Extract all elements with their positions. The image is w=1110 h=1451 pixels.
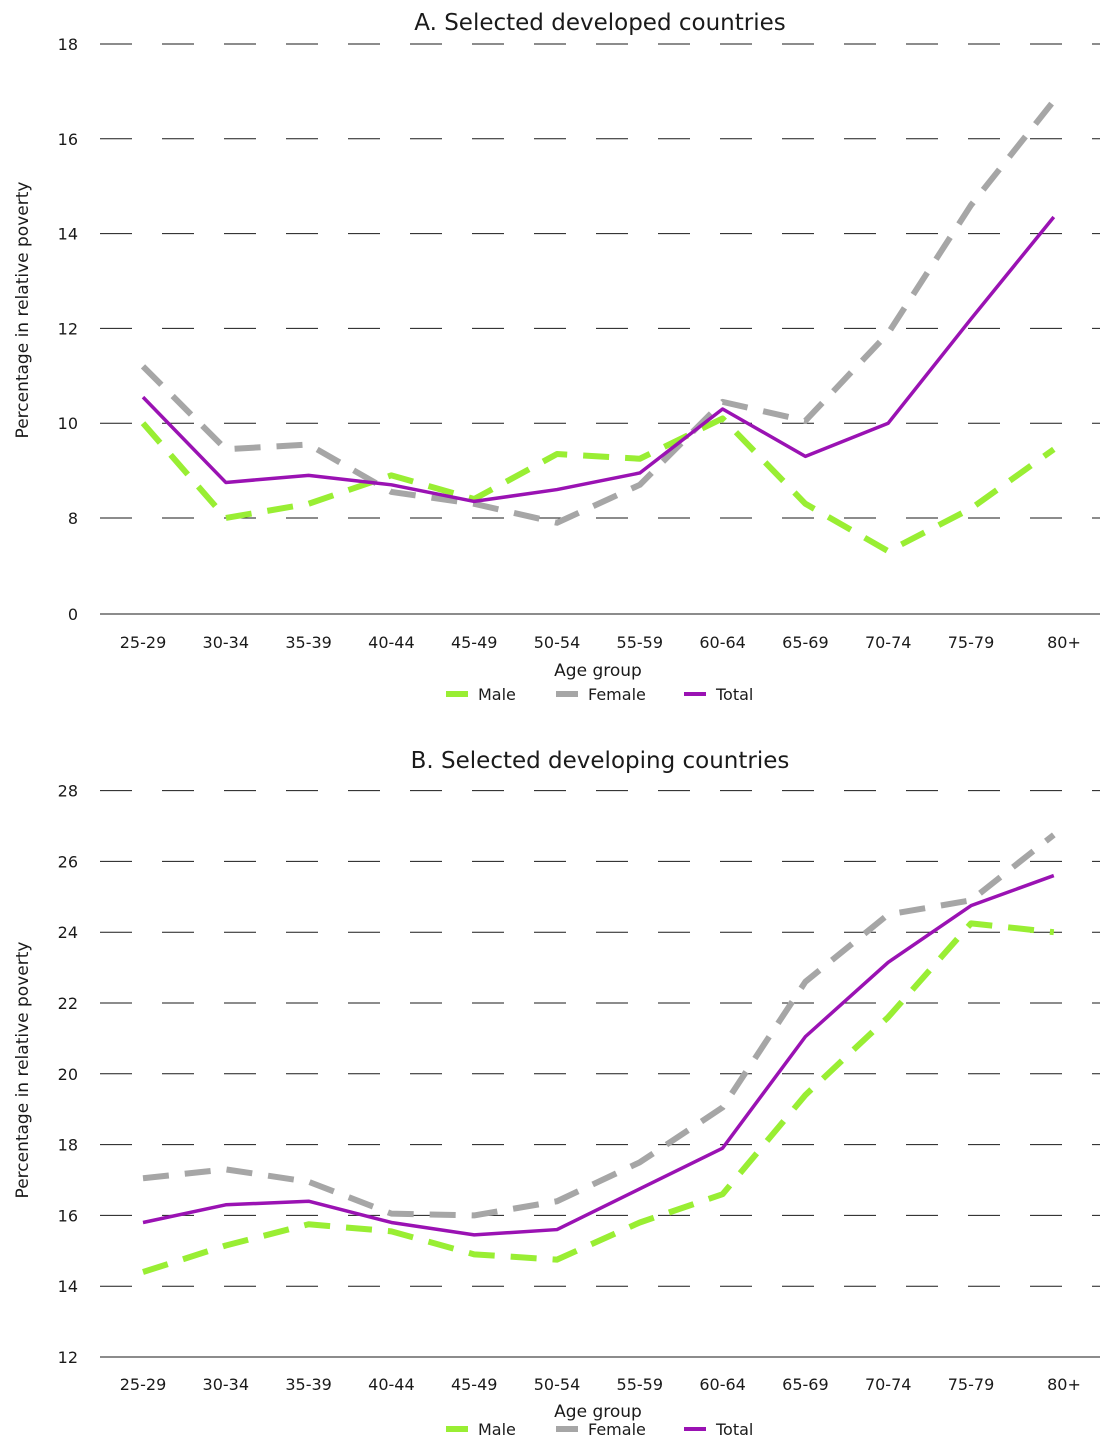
- y-tick-label: 14: [58, 225, 78, 244]
- y-tick-label: 26: [58, 852, 78, 871]
- y-tick-label: 16: [58, 130, 78, 149]
- x-tick-label: 55-59: [617, 633, 664, 652]
- legend-label-female: Female: [588, 685, 646, 704]
- x-tick-label: 80+: [1047, 1375, 1081, 1394]
- y-tick-label: 12: [58, 1348, 78, 1367]
- x-tick-label: 30-34: [203, 633, 250, 652]
- legend-label-female: Female: [588, 1420, 646, 1439]
- y-tick-label: 16: [58, 1206, 78, 1225]
- x-axis-label: Age group: [554, 1402, 642, 1422]
- x-tick-label: 45-49: [451, 1375, 498, 1394]
- x-tick-label: 30-34: [203, 1375, 250, 1394]
- y-axis-label: Percentage in relative poverty: [13, 942, 33, 1199]
- y-tick-label: 8: [68, 509, 78, 528]
- y-tick-label: 14: [58, 1277, 78, 1296]
- y-tick-label: 22: [58, 994, 78, 1013]
- y-tick-label: 0: [68, 605, 78, 624]
- x-tick-label: 35-39: [285, 1375, 332, 1394]
- x-tick-label: 65-69: [782, 1375, 829, 1394]
- x-tick-label: 25-29: [120, 633, 167, 652]
- y-tick-label: 20: [58, 1065, 78, 1084]
- x-tick-label: 60-64: [699, 633, 746, 652]
- x-tick-label: 70-74: [865, 1375, 912, 1394]
- y-axis-label: Percentage in relative poverty: [13, 182, 33, 439]
- series-line-male: [140, 415, 1056, 555]
- series-line-total: [141, 215, 1056, 504]
- x-tick-label: 25-29: [120, 1375, 167, 1394]
- x-tick-label: 55-59: [617, 1375, 664, 1394]
- x-tick-label: 75-79: [948, 1375, 995, 1394]
- y-tick-label: 18: [58, 1136, 78, 1155]
- x-tick-label: 40-44: [368, 633, 415, 652]
- chart-title: B. Selected developing countries: [411, 748, 790, 774]
- legend-label-total: Total: [715, 1420, 753, 1439]
- series-line-female: [140, 99, 1057, 526]
- x-tick-label: 45-49: [451, 633, 498, 652]
- chart-title: A. Selected developed countries: [414, 10, 785, 36]
- y-tick-label: 12: [58, 319, 78, 338]
- panel-b: B. Selected developing countries 12 14 16 18…: [13, 748, 1100, 1439]
- x-tick-label: 75-79: [948, 633, 995, 652]
- series-line-female: [142, 832, 1056, 1219]
- y-tick-label: 10: [58, 414, 78, 433]
- panel-a: A. Selected developed countries 0 8 10 12 14 1…: [13, 10, 1100, 704]
- legend-label-male: Male: [478, 1420, 516, 1439]
- x-tick-label: 70-74: [865, 633, 912, 652]
- x-tick-label: 80+: [1047, 633, 1081, 652]
- x-tick-label: 35-39: [285, 633, 332, 652]
- legend-label-male: Male: [478, 685, 516, 704]
- y-tick-label: 28: [58, 782, 78, 801]
- x-axis-label: Age group: [554, 661, 642, 681]
- x-tick-label: 50-54: [534, 633, 581, 652]
- x-tick-label: 50-54: [534, 1375, 581, 1394]
- y-tick-label: 18: [58, 35, 78, 54]
- x-tick-label: 60-64: [699, 1375, 746, 1394]
- x-tick-label: 65-69: [782, 633, 829, 652]
- legend-label-total: Total: [715, 685, 753, 704]
- series-line-male: [142, 920, 1055, 1275]
- x-tick-label: 40-44: [368, 1375, 415, 1394]
- y-tick-label: 24: [58, 923, 78, 942]
- series-line-total: [142, 873, 1055, 1237]
